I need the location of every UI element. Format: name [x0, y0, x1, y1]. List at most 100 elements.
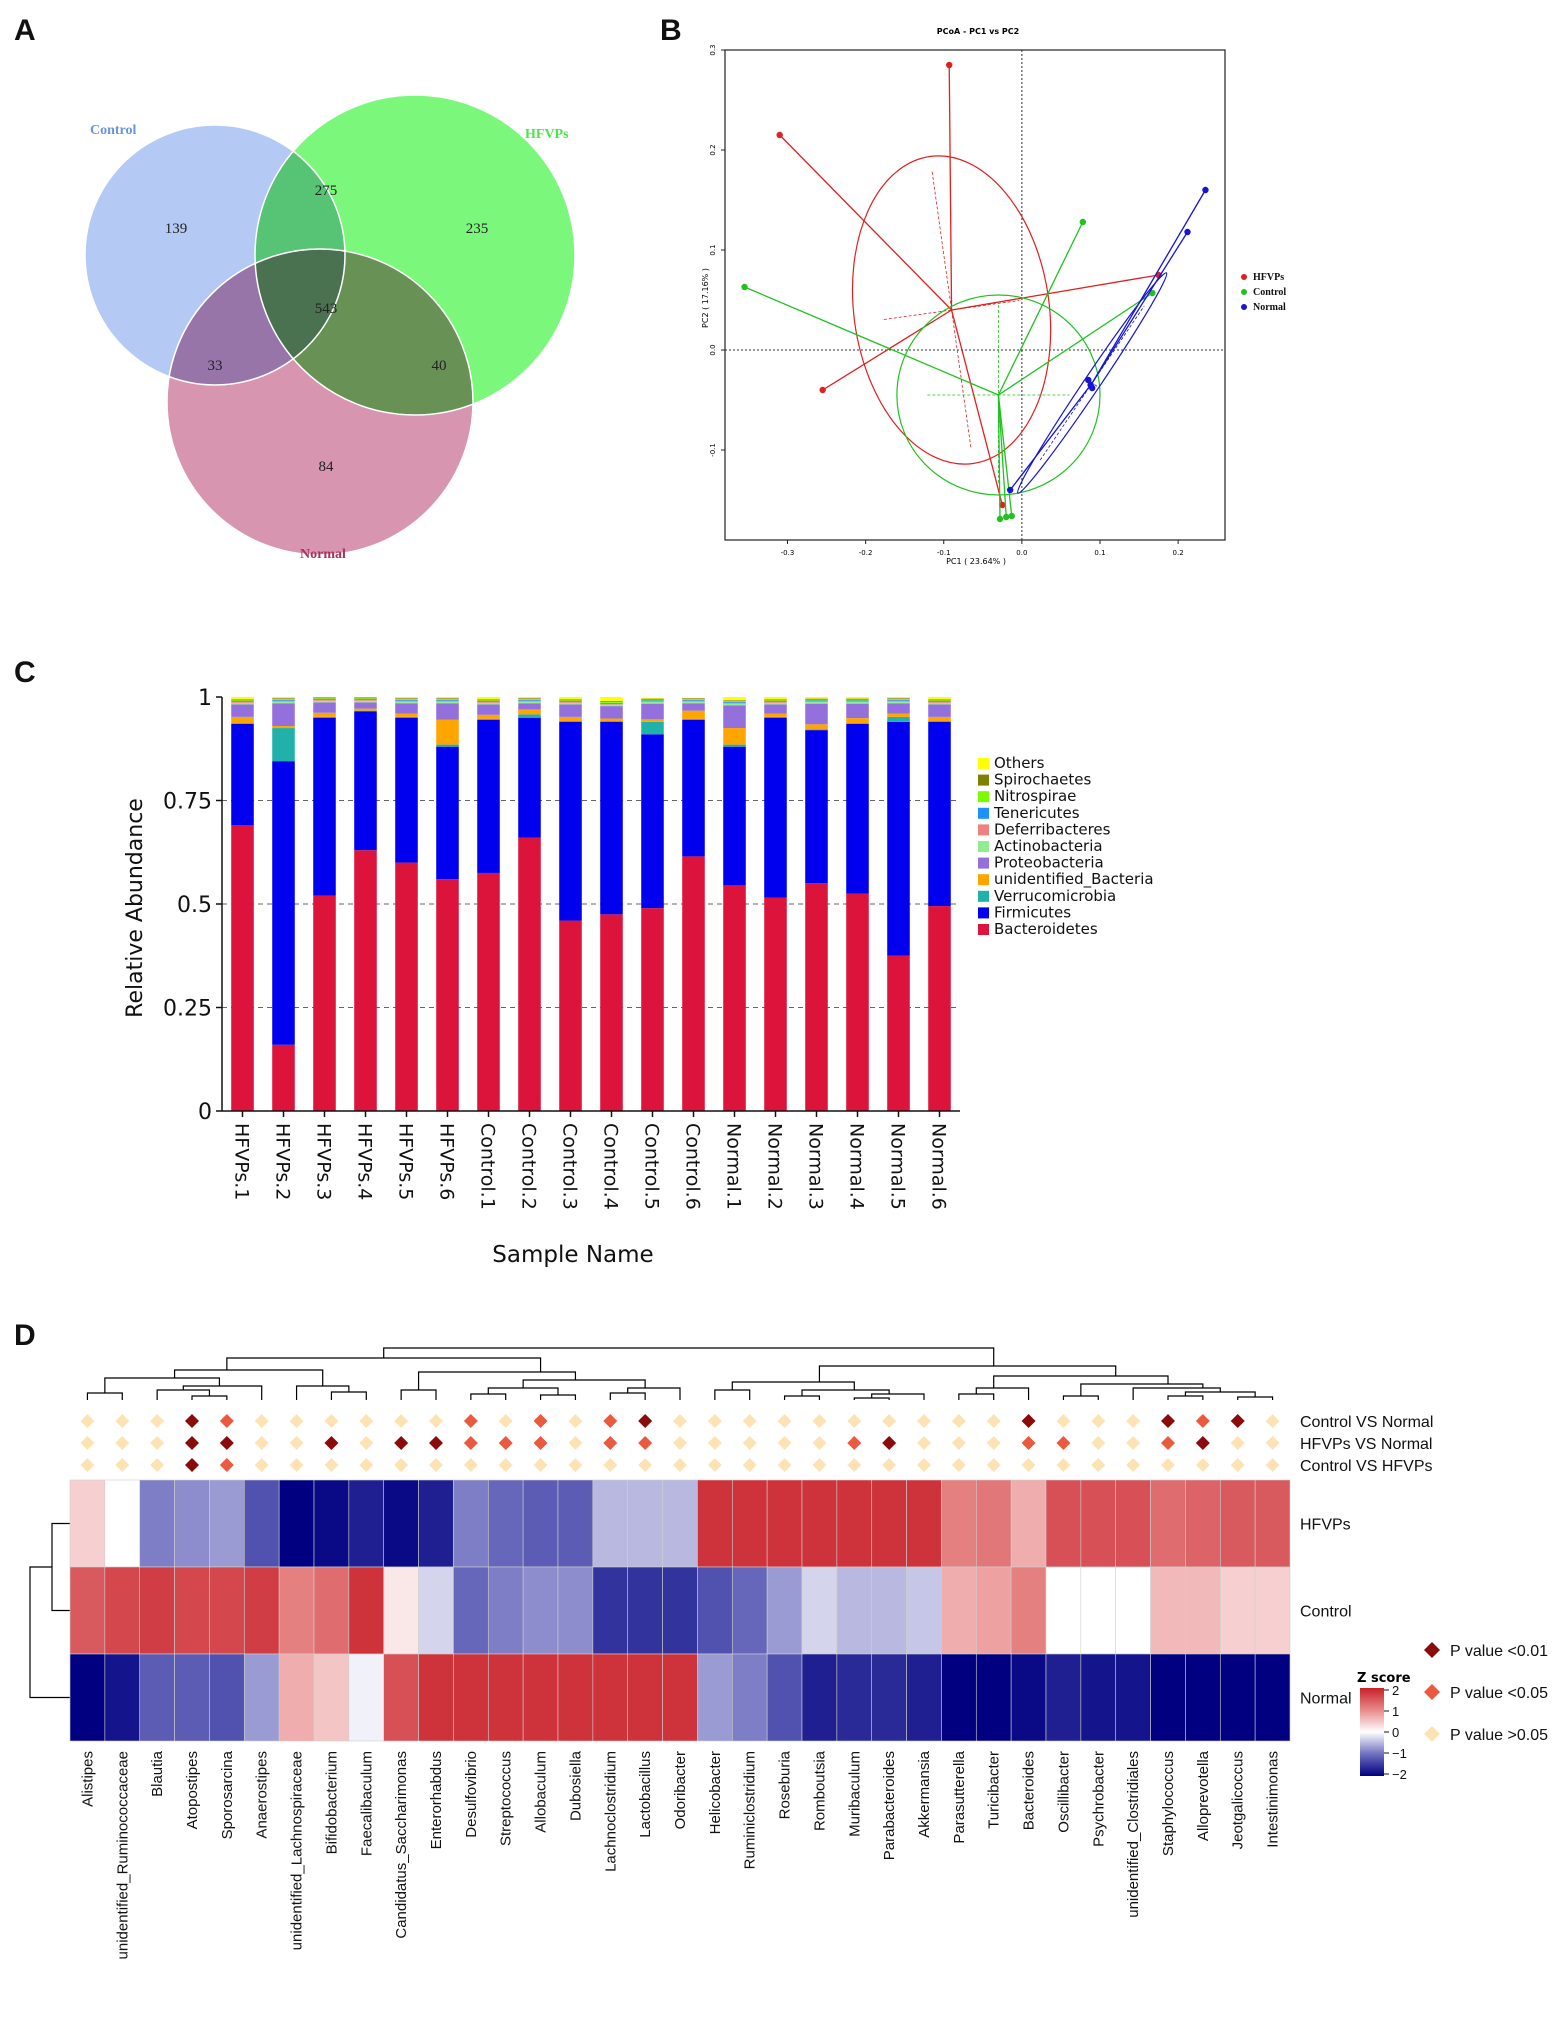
- heatmap-cell: [348, 1566, 385, 1655]
- heatmap-column-label: Ruminiclostridium: [742, 1751, 759, 1869]
- venn-count-control-hfvps: 275: [315, 183, 338, 199]
- heatmap-column-label: Akkermansia: [916, 1750, 933, 1837]
- heatmap-cell: [1150, 1479, 1186, 1568]
- bar-y-tick-label: 0.25: [163, 997, 212, 1022]
- heatmap-column-label: Jeotgalicoccus: [1230, 1751, 1247, 1849]
- significance-diamond: [463, 1458, 478, 1472]
- bar-segment-verrucomicrobia: [477, 718, 500, 720]
- significance-diamond: [289, 1414, 304, 1428]
- bar-segment-deferribacteres: [723, 702, 746, 704]
- bar-segment-actinobacteria: [272, 701, 295, 704]
- significance-diamond: [917, 1458, 931, 1472]
- heatmap-cell: [1080, 1479, 1117, 1568]
- dendrogram-link: [801, 1389, 890, 1396]
- bar-segment-proteobacteria: [477, 704, 500, 715]
- panel-letter-d: D: [14, 1319, 36, 1352]
- significance-diamond: [707, 1436, 722, 1450]
- heatmap-cell: [662, 1653, 698, 1742]
- heatmap-column-label: unidentified_Clostridiales: [1125, 1751, 1142, 1918]
- pcoa-point-normal: [1202, 186, 1209, 194]
- heatmap-cell: [383, 1653, 419, 1742]
- bar-segment-bacteroidetes: [354, 850, 377, 1111]
- pcoa-spoke-control: [744, 286, 999, 396]
- bar-x-tick-label: Normal.2: [764, 1123, 786, 1210]
- bar-segment-actinobacteria: [518, 701, 541, 704]
- heatmap-cell: [975, 1479, 1012, 1568]
- pcoa-x-tick-label: -0.2: [859, 549, 873, 557]
- heatmap-cell: [487, 1566, 524, 1655]
- bar-segment-firmicutes: [887, 721, 910, 956]
- bar-segment-bacteroidetes: [641, 908, 664, 1111]
- dendrogram-link: [330, 1391, 367, 1400]
- bar-legend-swatch-proteobacteria: [978, 857, 989, 869]
- bar-x-tick-label: Control.2: [518, 1123, 540, 1210]
- bar-segment-firmicutes: [436, 746, 459, 880]
- bar-x-tick-label: Normal.5: [887, 1123, 909, 1210]
- bar-segment-spirochaetes: [641, 698, 664, 700]
- significance-diamond: [603, 1414, 618, 1428]
- bar-segment-nitrospirae: [559, 700, 582, 702]
- significance-diamond: [1091, 1414, 1106, 1428]
- significance-diamond: [498, 1458, 513, 1472]
- bar-segment-deferribacteres: [436, 700, 459, 702]
- heatmap-cell: [836, 1479, 873, 1568]
- bar-segment-others: [518, 697, 541, 699]
- pcoa-y-tick-label: -0.1: [709, 443, 717, 457]
- heatmap-column-label: Alistipes: [79, 1751, 96, 1807]
- pcoa-point-hfvps: [999, 501, 1006, 509]
- bar-segment-firmicutes: [395, 717, 418, 863]
- dendrogram-link: [958, 1393, 995, 1400]
- bar-segment-nitrospirae: [354, 698, 377, 700]
- pcoa-title: PCoA - PC1 vs PC2: [937, 27, 1019, 36]
- significance-diamond: [150, 1414, 165, 1428]
- heatmap-column-label: Desulfovibrio: [463, 1751, 480, 1838]
- colorbar-tick-label: 0: [1392, 1725, 1399, 1740]
- bar-legend-swatch-deferribacteres: [978, 824, 989, 836]
- heatmap-cell: [592, 1653, 629, 1742]
- bar-segment-unidentified-bacteria: [887, 713, 910, 717]
- bar-segment-bacteroidetes: [600, 914, 623, 1111]
- heatmap-cell: [766, 1479, 803, 1568]
- significance-diamond: [638, 1414, 653, 1428]
- heatmap-cell: [1150, 1566, 1186, 1655]
- bar-gridlines: [222, 800, 960, 1008]
- heatmap-cell: [697, 1566, 733, 1655]
- heatmap-cell: [104, 1479, 141, 1568]
- pcoa-spoke-hfvps: [948, 64, 953, 311]
- bar-segment-others: [641, 697, 664, 699]
- heatmap-cell: [243, 1653, 280, 1742]
- pcoa-point-hfvps: [776, 131, 783, 139]
- significance-diamond: [359, 1414, 374, 1428]
- stacked-bar-chart: 0 0.25 0.5 0.75 1 HFVPs.1 HFVPs.2 HFVPs.3 HFVPs.…: [123, 686, 1154, 1268]
- pcoa-spoke-control: [997, 394, 1013, 517]
- pcoa-point-hfvps: [946, 61, 953, 69]
- bar-segment-firmicutes: [600, 721, 623, 915]
- bar-series: [231, 697, 951, 1111]
- significance-diamond: [812, 1414, 827, 1428]
- dendrogram-link: [1167, 1395, 1204, 1400]
- heatmap-cell: [453, 1653, 489, 1742]
- bar-legend-swatch-verrucomicrobia: [978, 890, 989, 902]
- bar-segment-proteobacteria: [723, 705, 746, 729]
- significance-diamond: [254, 1458, 269, 1472]
- bar-segment-unidentified-bacteria: [518, 709, 541, 715]
- heatmap-cell: [941, 1566, 977, 1655]
- significance-diamond: [359, 1458, 374, 1472]
- significance-diamond: [324, 1414, 339, 1428]
- bar-segment-unidentified-bacteria: [395, 713, 418, 717]
- bar-segment-tenericutes: [928, 701, 951, 702]
- bar-x-tick-label: Control.5: [641, 1123, 663, 1210]
- significance-diamond: [707, 1458, 722, 1472]
- bar-segment-deferribacteres: [313, 699, 336, 701]
- bar-segment-tenericutes: [887, 699, 910, 701]
- heatmap-row-label: HFVPs: [1300, 1517, 1351, 1534]
- heatmap-column-label: Allobaculum: [533, 1751, 550, 1833]
- bar-segment-spirochaetes: [313, 697, 336, 699]
- bar-segment-verrucomicrobia: [559, 721, 582, 722]
- bar-segment-nitrospirae: [313, 698, 336, 700]
- significance-diamond: [986, 1414, 1001, 1428]
- significance-diamond: [603, 1436, 618, 1450]
- bar-segment-nitrospirae: [682, 699, 705, 700]
- bar-segment-bacteroidetes: [395, 862, 418, 1111]
